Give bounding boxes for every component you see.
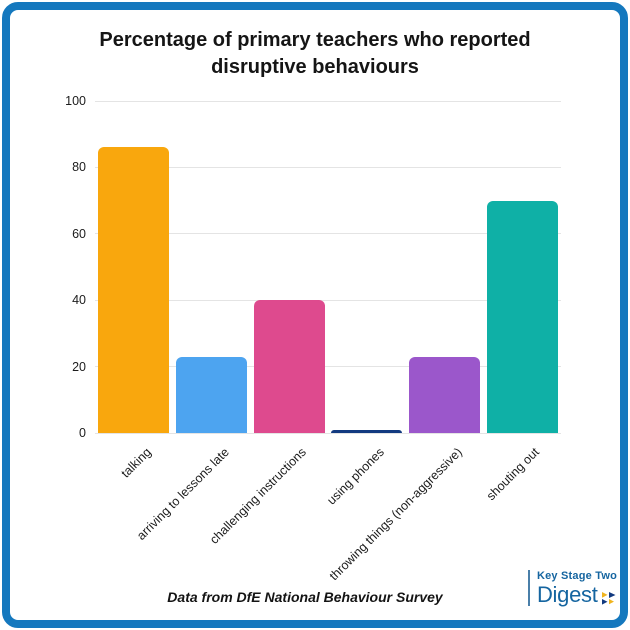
y-tick-label-0: 0	[79, 426, 86, 440]
x-axis-label-0: talking	[118, 445, 154, 481]
x-axis-label-2: challenging instructions	[207, 445, 310, 547]
gridline-80	[95, 166, 561, 168]
data-source-caption: Data from DfE National Behaviour Survey	[167, 589, 443, 605]
plot-area	[95, 100, 561, 434]
x-axis-label-1: arriving to lessons late	[133, 445, 232, 543]
logo-triangles-icon	[601, 592, 616, 605]
bar-talking	[98, 147, 170, 433]
gridline-40	[95, 299, 561, 301]
bar-throwing-things-non-aggressive-	[409, 356, 480, 433]
y-tick-label-100: 100	[65, 94, 86, 108]
logo-text-top: Key Stage Two	[536, 570, 617, 582]
logo-text-main: Digest	[536, 582, 598, 608]
x-axis-label-3: using phones	[324, 445, 387, 508]
y-tick-label-60: 60	[72, 226, 86, 241]
y-tick-label-20: 20	[72, 359, 86, 374]
y-axis: 0 20 40 60 80 100	[38, 94, 86, 440]
gridline-60	[95, 233, 561, 235]
y-tick-label-80: 80	[72, 160, 86, 175]
x-axis-label-4: throwing things (non-aggressive)	[326, 445, 465, 584]
y-tick-label-40: 40	[72, 293, 86, 308]
bar-using-phones	[331, 429, 403, 433]
gridline-100	[95, 100, 561, 102]
gridline-0	[95, 432, 561, 434]
gridline-20	[95, 366, 561, 368]
bar-arriving-to-lessons-late	[176, 356, 247, 433]
x-axis-label-5: shouting out	[484, 445, 543, 504]
publisher-logo: Key Stage Two Digest	[527, 570, 617, 608]
bar-shouting-out	[486, 200, 558, 433]
bar-challenging-instructions	[253, 300, 325, 433]
chart-title: Percentage of primary teachers who repor…	[99, 29, 531, 78]
